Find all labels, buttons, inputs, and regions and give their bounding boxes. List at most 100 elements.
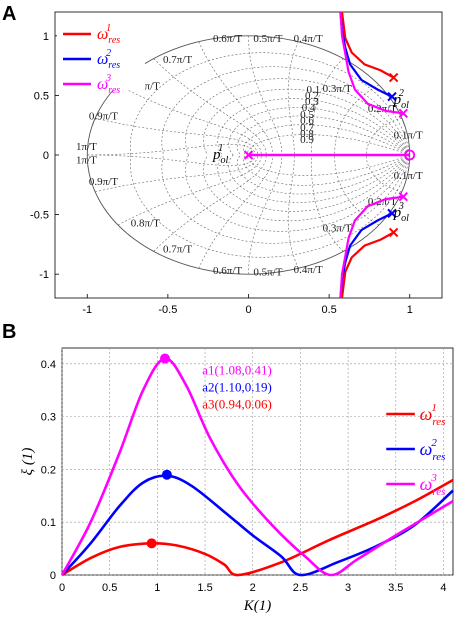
x-tick-label: 0 bbox=[59, 582, 65, 594]
x-tick-label: 4 bbox=[440, 582, 446, 594]
frequency-label-lower: 0.5π/T bbox=[253, 266, 282, 278]
x-tick-label: -1 bbox=[82, 304, 92, 316]
frequency-label-upper: 0.4π/T bbox=[294, 33, 323, 45]
damping-curve-lower bbox=[243, 154, 410, 186]
peak-marker bbox=[159, 353, 170, 364]
pole-label-3: pol3 bbox=[393, 201, 410, 224]
frequency-label-upper: 0.3π/T bbox=[323, 83, 352, 95]
y-tick-label: 0.5 bbox=[34, 90, 49, 102]
x-tick-label: 1.5 bbox=[197, 582, 212, 594]
peak-marker bbox=[146, 538, 157, 549]
frequency-label-lower: 0.9π/T bbox=[89, 176, 118, 188]
plot-b-frame bbox=[61, 347, 454, 576]
frequency-curve-upper bbox=[248, 35, 283, 156]
damping-label: 0.2 bbox=[305, 90, 319, 102]
frequency-label-lower: 0.7π/T bbox=[163, 244, 192, 256]
x-tick-label: 1 bbox=[407, 304, 413, 316]
y-tick-label: 0.1 bbox=[41, 517, 56, 529]
damping-curve-upper bbox=[130, 52, 411, 156]
damping-curve-upper bbox=[217, 98, 411, 156]
damping-curve-lower bbox=[228, 154, 411, 203]
peak-marker bbox=[161, 469, 172, 480]
damping-label: 0.1 bbox=[307, 84, 321, 96]
damping-curve-lower bbox=[161, 154, 411, 244]
x-tick-label: 3.5 bbox=[388, 582, 403, 594]
damping-label: 0.8 bbox=[300, 128, 314, 140]
frequency-curve-upper bbox=[311, 58, 344, 156]
damping-label: 0.5 bbox=[300, 109, 314, 121]
damping-curve-upper bbox=[228, 107, 411, 156]
frequency-curve-upper bbox=[287, 41, 299, 156]
x-axis-label: K(1) bbox=[243, 598, 272, 614]
pole-marker bbox=[388, 72, 399, 83]
frequency-label-lower: 0.4π/T bbox=[294, 264, 323, 276]
y-tick-label: -0.5 bbox=[30, 210, 49, 222]
frequency-label-upper: 0.7π/T bbox=[163, 54, 192, 66]
legend-a-box bbox=[57, 14, 145, 90]
pole-label-1: pol1 bbox=[212, 143, 229, 166]
legend-b-label: ωres2 bbox=[420, 437, 446, 463]
damping-label: 0.7 bbox=[300, 122, 314, 134]
damping-label: 0.4 bbox=[302, 102, 316, 114]
damping-curve-lower bbox=[217, 154, 411, 212]
damping-label: 0.3 bbox=[305, 96, 319, 108]
frequency-curve-lower bbox=[311, 154, 344, 252]
frequency-curve-upper bbox=[366, 117, 402, 156]
y-axis-label: ξ (1) bbox=[20, 448, 36, 476]
damping-curve-upper bbox=[236, 115, 410, 156]
locus-branch-1-lower bbox=[340, 231, 395, 299]
y-tick-label: 1 bbox=[43, 31, 49, 43]
pole-marker bbox=[387, 91, 397, 102]
damping-curve-2 bbox=[61, 474, 454, 577]
pole-marker bbox=[388, 227, 399, 238]
x-tick-label: -0.5 bbox=[158, 304, 177, 316]
y-tick-label: 0 bbox=[50, 570, 56, 582]
locus-branch-1-upper bbox=[340, 11, 395, 79]
damping-curve-upper bbox=[161, 66, 411, 156]
damping-label: 0.6 bbox=[300, 115, 314, 127]
frequency-curve-upper bbox=[198, 41, 274, 156]
x-tick-label: 0.5 bbox=[102, 582, 117, 594]
frequency-curve-lower bbox=[366, 154, 402, 193]
frequency-curve-lower bbox=[87, 154, 256, 166]
frequency-curve-upper bbox=[87, 144, 256, 156]
damping-curve-1 bbox=[61, 478, 454, 577]
frequency-label-upper: 0.1π/T bbox=[394, 129, 423, 141]
frequency-curve-lower bbox=[248, 154, 283, 275]
frequency-curve-lower bbox=[117, 154, 262, 226]
damping-curve-3 bbox=[60, 357, 454, 577]
damping-curve-upper bbox=[243, 124, 410, 156]
pole-marker bbox=[387, 208, 397, 219]
frequency-curve-lower bbox=[95, 154, 259, 193]
y-tick-label: -1 bbox=[39, 269, 49, 281]
damping-curve-lower bbox=[130, 154, 411, 258]
panel-letter-b: B bbox=[2, 321, 16, 343]
x-tick-label: 0.5 bbox=[321, 304, 336, 316]
x-tick-label: 2 bbox=[250, 582, 256, 594]
frequency-label-lower: 0.8π/T bbox=[131, 218, 160, 230]
damping-label: 0.9 bbox=[300, 134, 314, 146]
x-tick-label: 1 bbox=[154, 582, 160, 594]
pole-label-2: pol2 bbox=[393, 88, 410, 111]
frequency-curve-lower bbox=[198, 154, 274, 269]
damping-curve-lower bbox=[203, 154, 411, 222]
frequency-curve-upper bbox=[95, 117, 259, 156]
legend-b-label: ωres1 bbox=[420, 402, 446, 428]
frequency-curve-upper bbox=[117, 84, 262, 156]
frequency-label-upper: 0.9π/T bbox=[89, 110, 118, 122]
frequency-curve-upper bbox=[153, 58, 267, 156]
frequency-label-upper: 0.5π/T bbox=[253, 33, 282, 45]
legend-b-label: ωres3 bbox=[420, 472, 446, 498]
y-tick-label: 0.4 bbox=[41, 359, 56, 371]
panel-b-damping-vs-gain: 0 0.5 1 1.5 2 2.5 3 3.5 4 0 0.1 0.2 0.3 0.4 a1(1.08,0.… bbox=[20, 347, 454, 614]
frequency-label-lower: 0.1π/T bbox=[394, 170, 423, 182]
legend-a-label: ωres2 bbox=[97, 48, 120, 71]
peak-annotation: a3(0.94,0.06) bbox=[202, 396, 272, 411]
peak-annotation: a1(1.08,0.41) bbox=[202, 362, 272, 377]
frequency-label-upper: 1π/T bbox=[76, 141, 97, 153]
pole-marker bbox=[398, 192, 409, 202]
locus-branch-3-lower bbox=[339, 195, 404, 299]
frequency-curve-lower bbox=[287, 154, 299, 269]
panel-a-root-locus: 0.10.20.30.40.50.60.70.80.9 0.1π/T0.2π/T0… bbox=[30, 11, 443, 316]
